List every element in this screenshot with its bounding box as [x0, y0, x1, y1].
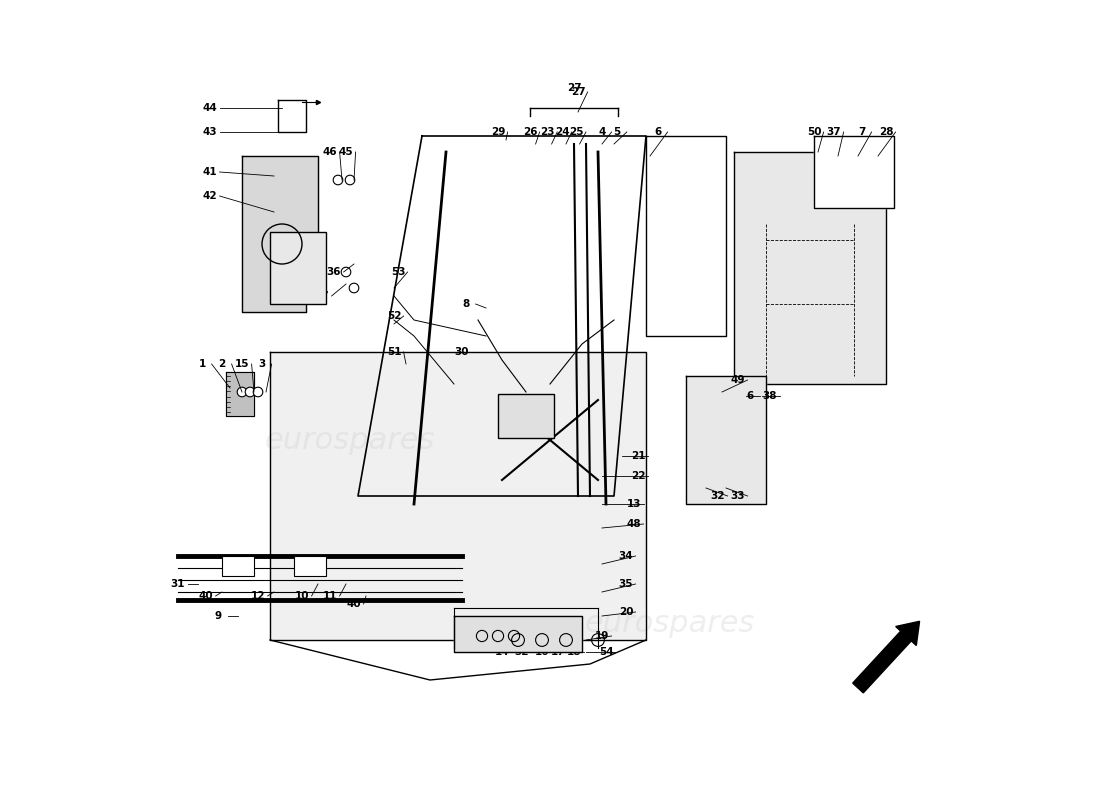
Text: 36: 36	[327, 267, 341, 277]
Text: 16: 16	[535, 647, 549, 657]
Polygon shape	[646, 136, 726, 336]
Text: 21: 21	[630, 451, 646, 461]
FancyArrow shape	[852, 622, 920, 693]
Circle shape	[238, 387, 246, 397]
Text: 31: 31	[170, 579, 185, 589]
Text: 47: 47	[315, 291, 329, 301]
Text: 32: 32	[515, 647, 529, 657]
Circle shape	[349, 283, 359, 293]
Circle shape	[333, 175, 343, 185]
Text: 6: 6	[654, 127, 661, 137]
Text: 54: 54	[598, 647, 614, 657]
Text: 52: 52	[387, 311, 402, 321]
Text: 41: 41	[202, 167, 218, 177]
Text: 9: 9	[214, 611, 221, 621]
Polygon shape	[226, 372, 254, 416]
Text: 12: 12	[251, 591, 265, 601]
Text: 26: 26	[522, 127, 537, 137]
Text: eurospares: eurospares	[585, 610, 756, 638]
Text: 50: 50	[806, 127, 822, 137]
Text: 23: 23	[540, 127, 554, 137]
Polygon shape	[814, 136, 894, 208]
Text: 49: 49	[730, 375, 746, 385]
Text: 27: 27	[571, 87, 585, 97]
Text: 5: 5	[614, 127, 620, 137]
Text: 22: 22	[630, 471, 646, 481]
Text: 43: 43	[202, 127, 218, 137]
Bar	[270, 232, 326, 304]
Circle shape	[245, 387, 255, 397]
Text: 32: 32	[711, 491, 725, 501]
Polygon shape	[270, 352, 646, 640]
Text: 37: 37	[827, 127, 842, 137]
Text: 40: 40	[346, 599, 361, 609]
Text: 14: 14	[495, 647, 509, 657]
Polygon shape	[454, 616, 582, 652]
Text: 3: 3	[258, 359, 265, 369]
Text: 46: 46	[322, 147, 338, 157]
Text: 19: 19	[595, 631, 609, 641]
Polygon shape	[278, 100, 306, 132]
Polygon shape	[686, 376, 766, 504]
Text: 38: 38	[762, 391, 778, 401]
Text: 4: 4	[598, 127, 606, 137]
Text: 35: 35	[618, 579, 634, 589]
Circle shape	[345, 175, 355, 185]
Text: 24: 24	[554, 127, 570, 137]
Polygon shape	[734, 152, 886, 384]
Text: 33: 33	[730, 491, 746, 501]
Circle shape	[253, 387, 263, 397]
Text: 2: 2	[219, 359, 225, 369]
Bar	[498, 394, 554, 438]
Text: 30: 30	[454, 347, 470, 357]
Text: 10: 10	[295, 591, 309, 601]
Polygon shape	[358, 136, 646, 496]
Text: 20: 20	[618, 607, 634, 617]
Text: 40: 40	[199, 591, 213, 601]
Bar	[294, 556, 326, 576]
Text: 45: 45	[339, 147, 353, 157]
Text: eurospares: eurospares	[265, 426, 436, 454]
Text: 6: 6	[747, 391, 754, 401]
Text: 15: 15	[234, 359, 250, 369]
Text: 1: 1	[198, 359, 206, 369]
Text: 17: 17	[551, 647, 565, 657]
Polygon shape	[242, 156, 318, 312]
Text: 18: 18	[566, 647, 581, 657]
Text: 44: 44	[202, 103, 218, 113]
Text: 11: 11	[322, 591, 338, 601]
Text: 13: 13	[627, 499, 641, 509]
Text: 42: 42	[202, 191, 218, 201]
Text: 27: 27	[566, 83, 581, 93]
Bar	[222, 556, 254, 576]
Text: 29: 29	[491, 127, 505, 137]
Text: 8: 8	[462, 299, 470, 309]
Text: 34: 34	[618, 551, 634, 561]
Text: 48: 48	[627, 519, 641, 529]
Text: 51: 51	[387, 347, 402, 357]
Text: 7: 7	[858, 127, 866, 137]
Text: 28: 28	[879, 127, 893, 137]
Text: 53: 53	[390, 267, 405, 277]
Circle shape	[341, 267, 351, 277]
Text: 25: 25	[569, 127, 584, 137]
